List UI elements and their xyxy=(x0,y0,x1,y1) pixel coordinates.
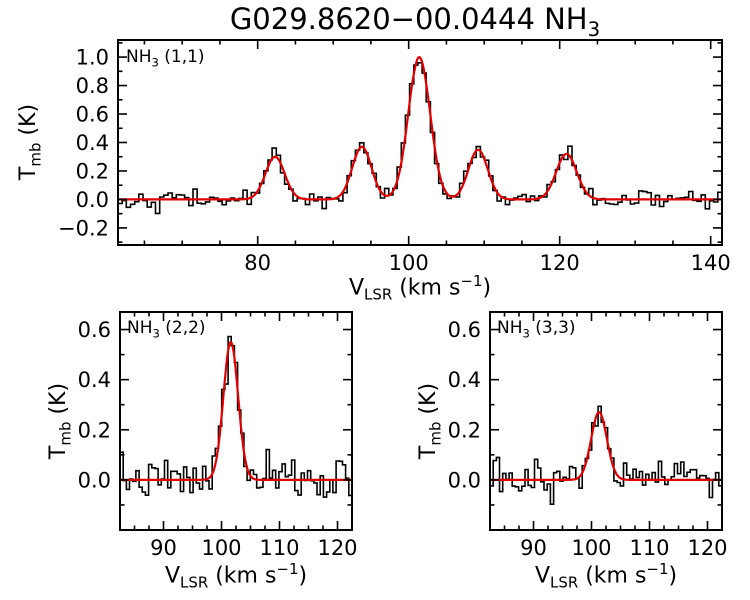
panel-label-transition: (3,3) xyxy=(529,318,576,338)
figure-title-subscript: 3 xyxy=(587,17,601,41)
panel-label-text: NH xyxy=(127,318,153,338)
spectrum-histogram xyxy=(118,62,722,215)
panel-label-nh3-33: NH3 (3,3) xyxy=(497,318,576,340)
y-tick-label: 0.0 xyxy=(76,188,109,212)
spectrum-histogram xyxy=(120,335,352,498)
y-axis-label-bottom-left-panel: Tmb (K) xyxy=(46,341,74,501)
axes-box xyxy=(489,311,723,531)
y-axis-label-text: T xyxy=(16,166,41,181)
figure-title: G029.8620−00.0444 NH3 xyxy=(85,2,745,41)
panel-label-transition: (2,2) xyxy=(159,318,206,338)
x-tick-label: 90 xyxy=(150,536,177,560)
x-axis-label-bottom-right-panel: VLSR (km s−1) xyxy=(456,560,750,592)
x-axis-label-text: V xyxy=(348,275,364,301)
y-tick-label: 0.8 xyxy=(76,74,109,98)
y-tick-label: 0.2 xyxy=(78,418,111,442)
y-axis-label-units: (K) xyxy=(416,382,441,422)
x-tick-label: 120 xyxy=(317,536,357,560)
x-axis-label-bottom-left-panel: VLSR (km s−1) xyxy=(86,560,386,592)
x-axis-label-subscript: LSR xyxy=(364,285,393,304)
x-axis-label-units: (km s xyxy=(392,275,461,301)
y-tick-label: 0.4 xyxy=(76,131,109,155)
panel-label-text: NH xyxy=(497,318,523,338)
x-axis-label-units-end: ) xyxy=(482,275,492,301)
y-tick-label: 0.0 xyxy=(448,468,481,492)
x-tick-label: 120 xyxy=(687,536,727,560)
panel-label-subscript: 3 xyxy=(151,55,159,70)
panel-label-subscript: 3 xyxy=(152,326,160,341)
y-axis-label-text: T xyxy=(46,445,71,460)
x-tick-label: 100 xyxy=(571,536,611,560)
y-axis-label-subscript: mb xyxy=(426,421,445,446)
y-axis-label-subscript: mb xyxy=(56,421,75,446)
panel-label-subscript: 3 xyxy=(522,326,530,341)
x-axis-label-subscript: LSR xyxy=(180,573,209,592)
spectrum-histogram xyxy=(490,405,722,505)
x-axis-label-units-end: ) xyxy=(298,563,308,589)
y-axis-label-units: (K) xyxy=(46,382,71,422)
y-tick-label: 1.0 xyxy=(76,46,109,70)
spectrum-panel-1: 90 100 110 120 0.0 0.2 0.4 0.6 xyxy=(78,311,358,560)
panel-label-nh3-22: NH3 (2,2) xyxy=(127,318,206,340)
x-tick-label: 140 xyxy=(691,251,731,275)
gaussian-fit-curve xyxy=(120,340,352,481)
x-axis-label-top-panel: VLSR (km s−1) xyxy=(270,272,570,304)
x-axis-label-superscript: −1 xyxy=(276,560,299,578)
y-axis-label-subscript: mb xyxy=(26,142,45,167)
panel-label-transition: (1,1) xyxy=(158,47,205,67)
axes-box xyxy=(117,39,723,246)
gaussian-fit-curve xyxy=(118,56,722,201)
y-tick-label: 0.6 xyxy=(448,318,481,342)
gaussian-fit-curve xyxy=(490,411,722,481)
x-axis-label-subscript: LSR xyxy=(550,573,579,592)
y-axis-label-top-panel: Tmb (K) xyxy=(16,62,44,222)
figure-title-text: G029.8620−00.0444 NH xyxy=(229,2,588,36)
panel-label-text: NH xyxy=(126,47,152,67)
y-tick-label: 0.2 xyxy=(76,159,109,183)
axes-box xyxy=(119,311,353,531)
x-tick-label: 100 xyxy=(389,251,429,275)
x-tick-label: 110 xyxy=(259,536,299,560)
y-tick-label: 0.6 xyxy=(78,318,111,342)
y-tick-label: 0.4 xyxy=(448,368,481,392)
x-tick-label: 90 xyxy=(520,536,547,560)
y-axis-label-text: T xyxy=(416,445,441,460)
x-axis-label-text: V xyxy=(164,563,180,589)
x-tick-label: 120 xyxy=(540,251,580,275)
y-tick-label: 0.0 xyxy=(78,468,111,492)
y-tick-label: −0.2 xyxy=(58,216,109,240)
spectrum-panel-2: 90 100 110 120 0.0 0.2 0.4 0.6 xyxy=(448,311,728,560)
x-axis-label-units-end: ) xyxy=(668,563,678,589)
x-axis-label-units: (km s xyxy=(578,563,647,589)
y-axis-label-units: (K) xyxy=(16,103,41,143)
y-axis-label-bottom-right-panel: Tmb (K) xyxy=(416,341,444,501)
spectrum-panel-0: 80 100 120 140 −0.2 0.0 0.2 0.4 0.6 0.8 1.0 xyxy=(58,39,731,275)
x-axis-label-text: V xyxy=(534,563,550,589)
x-tick-label: 100 xyxy=(201,536,241,560)
x-axis-label-superscript: −1 xyxy=(460,272,483,290)
y-tick-label: 0.6 xyxy=(76,103,109,127)
x-axis-label-superscript: −1 xyxy=(646,560,669,578)
x-tick-label: 110 xyxy=(629,536,669,560)
y-tick-label: 0.2 xyxy=(448,418,481,442)
x-tick-label: 80 xyxy=(244,251,271,275)
y-tick-label: 0.4 xyxy=(78,368,111,392)
x-axis-label-units: (km s xyxy=(208,563,277,589)
panel-label-nh3-11: NH3 (1,1) xyxy=(126,47,205,69)
